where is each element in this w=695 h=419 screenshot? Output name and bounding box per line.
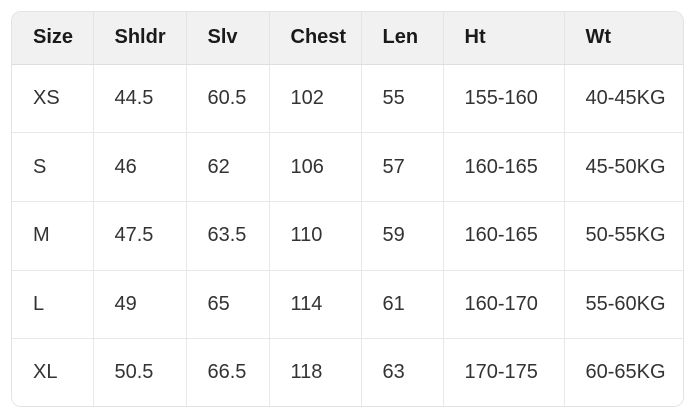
column-header-len: Len xyxy=(360,12,443,65)
cell-chest: 118 xyxy=(268,338,361,406)
cell-ht: 160-165 xyxy=(442,132,564,202)
cell-len: 57 xyxy=(360,132,443,202)
size-chart-table: Size Shldr Slv Chest Len Ht Wt XS 44.5 60.… xyxy=(11,11,684,407)
cell-shldr: 47.5 xyxy=(92,200,186,271)
table-row: S 46 62 106 57 160-165 45-50KG xyxy=(12,132,683,202)
table-row: L 49 65 114 61 160-170 55-60KG xyxy=(12,269,683,339)
cell-shldr: 50.5 xyxy=(92,338,186,406)
table-row: XS 44.5 60.5 102 55 155-160 40-45KG xyxy=(12,64,683,133)
column-header-shldr: Shldr xyxy=(92,12,186,65)
cell-len: 55 xyxy=(360,64,443,133)
cell-size: M xyxy=(12,200,93,271)
cell-size: S xyxy=(12,132,93,202)
size-table: Size Shldr Slv Chest Len Ht Wt XS 44.5 60.… xyxy=(12,12,683,406)
cell-shldr: 49 xyxy=(92,269,186,339)
column-header-wt: Wt xyxy=(563,12,683,65)
cell-shldr: 44.5 xyxy=(92,64,186,133)
cell-slv: 66.5 xyxy=(185,338,269,406)
cell-wt: 55-60KG xyxy=(563,269,683,339)
cell-wt: 45-50KG xyxy=(563,132,683,202)
column-header-ht: Ht xyxy=(442,12,564,65)
column-header-chest: Chest xyxy=(268,12,361,65)
cell-ht: 160-165 xyxy=(442,200,564,271)
header-row: Size Shldr Slv Chest Len Ht Wt xyxy=(12,12,683,65)
table-row: XL 50.5 66.5 118 63 170-175 60-65KG xyxy=(12,338,683,406)
cell-size: XL xyxy=(12,338,93,406)
cell-len: 59 xyxy=(360,200,443,271)
table-row: M 47.5 63.5 110 59 160-165 50-55KG xyxy=(12,200,683,271)
cell-size: XS xyxy=(12,64,93,133)
cell-size: L xyxy=(12,269,93,339)
cell-shldr: 46 xyxy=(92,132,186,202)
cell-len: 63 xyxy=(360,338,443,406)
cell-chest: 106 xyxy=(268,132,361,202)
cell-slv: 65 xyxy=(185,269,269,339)
cell-wt: 40-45KG xyxy=(563,64,683,133)
cell-slv: 63.5 xyxy=(185,200,269,271)
cell-ht: 170-175 xyxy=(442,338,564,406)
cell-wt: 60-65KG xyxy=(563,338,683,406)
cell-ht: 155-160 xyxy=(442,64,564,133)
cell-wt: 50-55KG xyxy=(563,200,683,271)
column-header-slv: Slv xyxy=(185,12,269,65)
column-header-size: Size xyxy=(12,12,93,65)
cell-ht: 160-170 xyxy=(442,269,564,339)
cell-len: 61 xyxy=(360,269,443,339)
cell-chest: 110 xyxy=(268,200,361,271)
cell-chest: 114 xyxy=(268,269,361,339)
cell-slv: 62 xyxy=(185,132,269,202)
cell-chest: 102 xyxy=(268,64,361,133)
cell-slv: 60.5 xyxy=(185,64,269,133)
